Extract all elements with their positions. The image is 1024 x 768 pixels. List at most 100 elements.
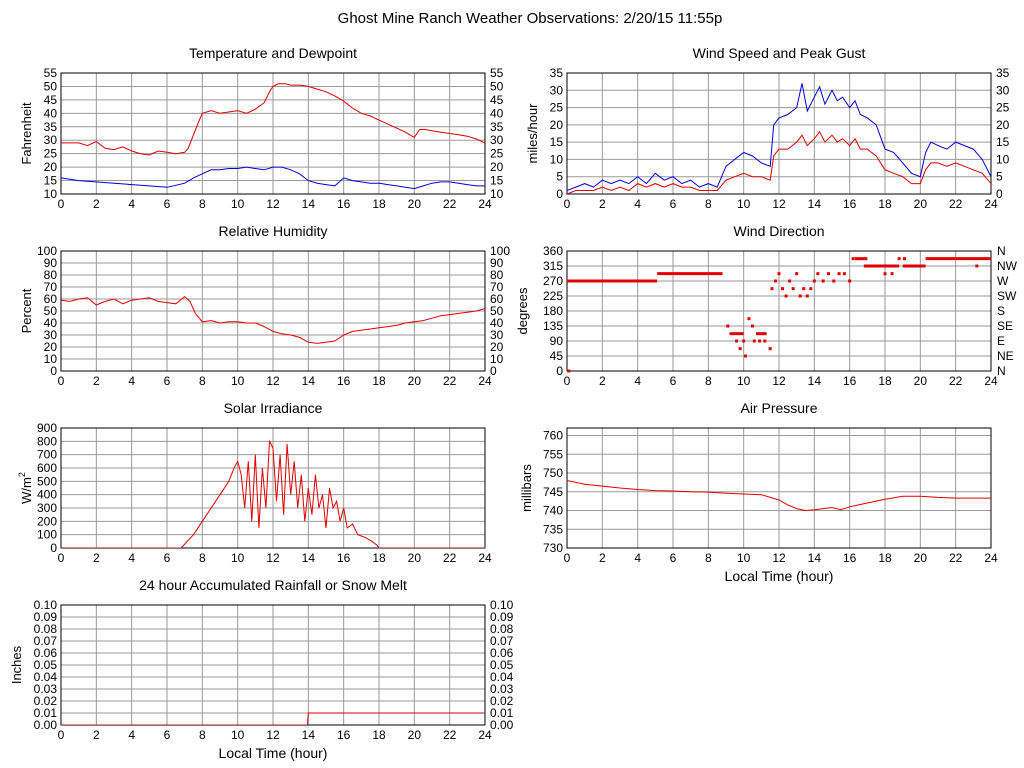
solar-plot-frame (60, 427, 486, 549)
y-right-tick-label: 0 (996, 187, 1003, 201)
y-tick-label: 360 (543, 244, 563, 258)
y-tick-label: 10 (44, 187, 58, 201)
y-tick-label: 20 (44, 160, 58, 174)
direction-point (821, 279, 825, 283)
y-right-tick-label: 0.10 (490, 598, 514, 612)
y-axis-label-text: Fahrenheit (19, 102, 34, 165)
y-tick-label: 15 (550, 135, 564, 149)
x-tick-label: 24 (984, 374, 998, 388)
direction-point (805, 294, 809, 298)
compass-tick-label: SE (997, 319, 1013, 333)
y-right-tick-label: 0.04 (490, 670, 514, 684)
y-tick-label: 500 (37, 474, 57, 488)
x-tick-label: 16 (337, 551, 351, 565)
y-tick-label: 730 (543, 541, 563, 555)
y-tick-label: 100 (37, 244, 57, 258)
page-title: Ghost Mine Ranch Weather Observations: 2… (338, 10, 723, 27)
y-tick-label: 0.04 (34, 670, 58, 684)
x-tick-label: 16 (337, 374, 351, 388)
x-tick-label: 6 (164, 728, 171, 742)
x-tick-label: 8 (705, 197, 712, 211)
temp-y-axis-label: Fahrenheit (19, 102, 34, 165)
x-tick-label: 22 (443, 551, 457, 565)
x-tick-label: 6 (670, 374, 677, 388)
y-right-tick-label: 10 (490, 352, 504, 366)
x-tick-label: 4 (634, 551, 641, 565)
x-tick-label: 0 (58, 728, 65, 742)
y-tick-label: 25 (44, 147, 58, 161)
y-right-tick-label: 20 (996, 118, 1010, 132)
x-tick-label: 22 (949, 197, 963, 211)
y-right-tick-label: 0.00 (490, 718, 514, 732)
pressure-series-0-line (567, 480, 991, 512)
compass-tick-label: N (997, 244, 1006, 258)
y-tick-label: 15 (44, 174, 58, 188)
y-tick-label: 0 (556, 364, 563, 378)
direction-point (768, 347, 772, 351)
y-tick-label: 0 (556, 187, 563, 201)
y-tick-label: 755 (543, 447, 563, 461)
x-tick-label: 22 (443, 374, 457, 388)
temp-plot-frame (60, 72, 486, 195)
x-tick-label: 8 (199, 551, 206, 565)
y-tick-label: 200 (37, 514, 57, 528)
y-right-tick-label: 10 (996, 152, 1010, 166)
x-tick-label: 4 (128, 374, 135, 388)
y-axis-label-text: degrees (515, 287, 530, 334)
x-tick-label: 0 (564, 197, 571, 211)
y-tick-label: 0.07 (34, 634, 58, 648)
y-tick-label: 0.03 (34, 682, 58, 696)
direction-point (883, 272, 887, 276)
y-tick-label: 700 (37, 448, 57, 462)
y-tick-label: 20 (550, 118, 564, 132)
y-right-tick-label: 20 (490, 160, 504, 174)
x-tick-label: 14 (808, 197, 822, 211)
y-tick-label: 25 (550, 101, 564, 115)
y-tick-label: 745 (543, 485, 563, 499)
y-axis-label-text: Percent (19, 288, 34, 333)
x-tick-label: 12 (266, 551, 280, 565)
y-right-tick-label: 0.05 (490, 658, 514, 672)
x-tick-label: 12 (266, 728, 280, 742)
direction-point (770, 287, 774, 291)
wind-series-0-line (567, 83, 991, 191)
x-tick-label: 2 (93, 551, 100, 565)
x-tick-label: 18 (878, 197, 892, 211)
x-tick-label: 10 (737, 374, 751, 388)
rain-title: 24 hour Accumulated Rainfall or Snow Mel… (139, 577, 407, 593)
y-tick-label: 40 (44, 106, 58, 120)
x-tick-label: 20 (408, 197, 422, 211)
x-tick-label: 4 (128, 728, 135, 742)
direction-point (752, 339, 756, 343)
x-tick-label: 10 (231, 551, 245, 565)
y-right-tick-label: 5 (996, 170, 1003, 184)
y-right-tick-label: 0.06 (490, 646, 514, 660)
y-tick-label: 20 (44, 340, 58, 354)
wind-y-axis-label: miles/hour (525, 103, 540, 164)
direction-point (751, 324, 754, 328)
x-tick-label: 14 (808, 551, 822, 565)
x-tick-label: 18 (372, 551, 386, 565)
direction-point (747, 317, 751, 321)
compass-tick-label: S (997, 304, 1005, 318)
y-tick-label: 0.08 (34, 622, 58, 636)
direction-point (567, 369, 571, 373)
direction-point (777, 272, 781, 276)
x-tick-label: 6 (164, 197, 171, 211)
humidity-series-0-line (61, 295, 485, 344)
solar-series-0-line (61, 439, 485, 548)
y-right-tick-label: 15 (490, 174, 504, 188)
y-right-tick-label: 45 (490, 93, 504, 107)
y-axis-label-text: W/m (19, 477, 34, 504)
x-tick-label: 4 (128, 551, 135, 565)
y-right-tick-label: 25 (490, 147, 504, 161)
x-tick-label: 12 (772, 374, 786, 388)
x-tick-label: 24 (984, 197, 998, 211)
wind-series-1-line (567, 130, 991, 194)
direction-point (842, 272, 846, 276)
y-tick-label: 0.06 (34, 646, 58, 660)
x-tick-label: 14 (302, 728, 316, 742)
x-tick-label: 0 (58, 551, 65, 565)
y-right-tick-label: 0.03 (490, 682, 514, 696)
